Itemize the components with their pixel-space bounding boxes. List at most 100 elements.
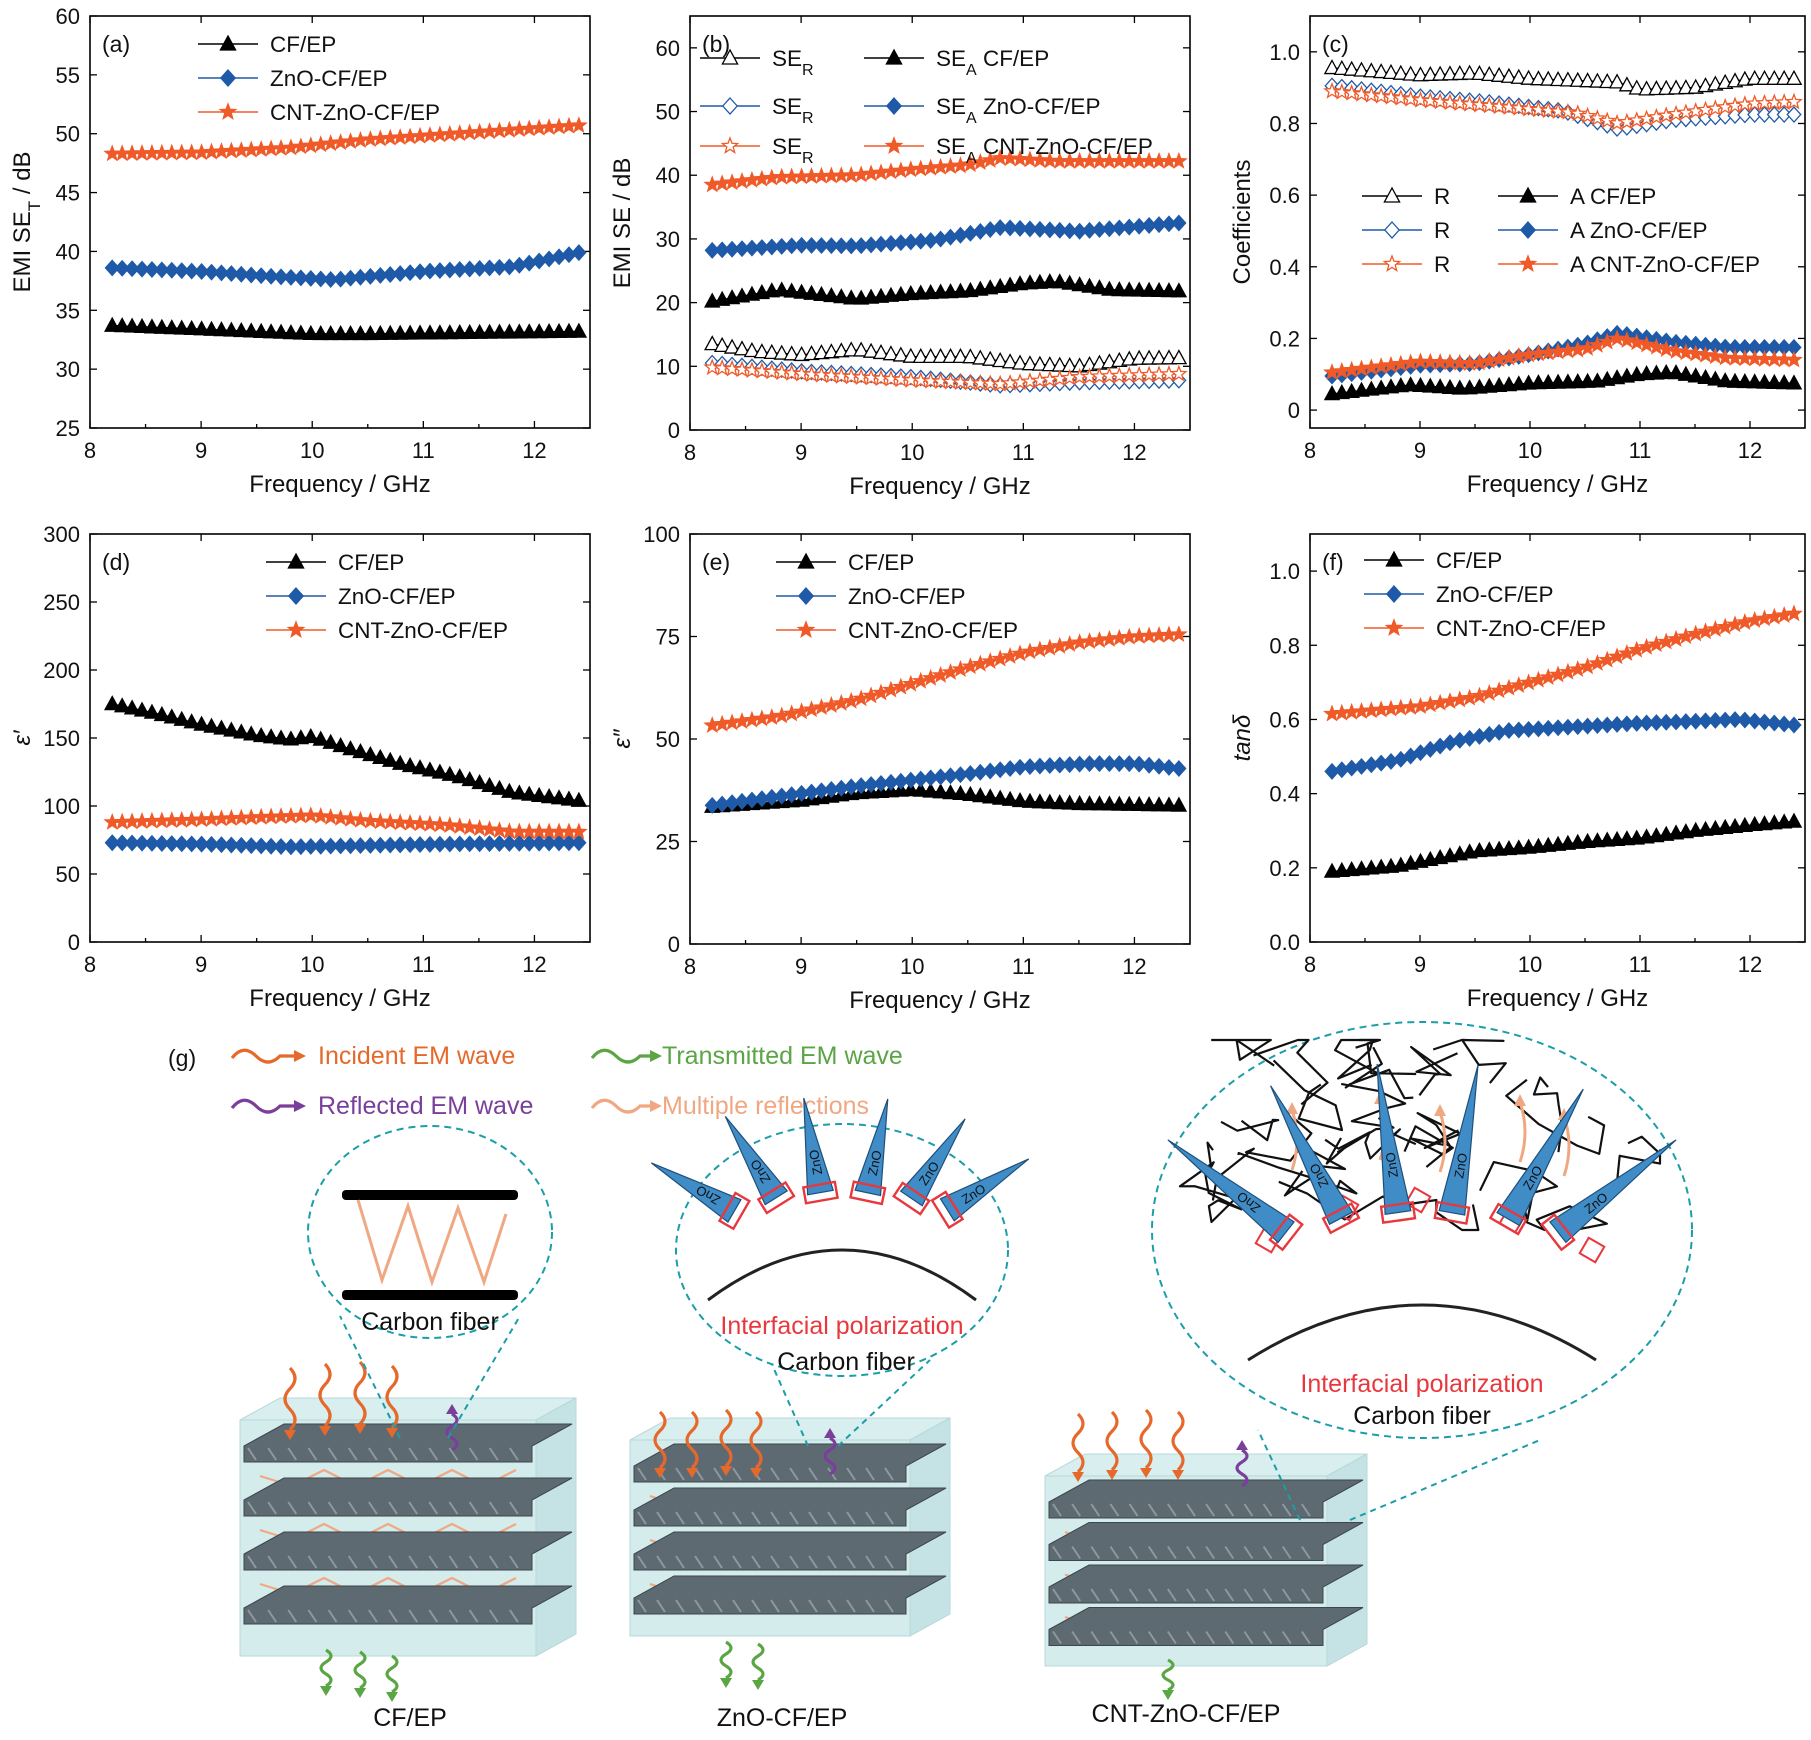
- zno-cone: [939, 1158, 1030, 1222]
- data-point: [144, 834, 160, 852]
- data-point: [243, 322, 260, 338]
- data-point: [301, 136, 320, 154]
- interface-box: [849, 1180, 887, 1206]
- data-point: [1529, 100, 1548, 118]
- data-point: [1500, 98, 1518, 116]
- data-point: [843, 341, 860, 357]
- data-point: [1041, 273, 1059, 289]
- fabric-strand: [1262, 1630, 1273, 1645]
- y-tick-label: 150: [43, 726, 80, 751]
- y-label-sub: T: [25, 201, 44, 211]
- data-point: [312, 324, 329, 341]
- data-point: [1091, 795, 1108, 811]
- data-point: [1362, 85, 1381, 103]
- data-point: [104, 834, 120, 852]
- fabric-strand: [1167, 1545, 1177, 1560]
- cnt-strand: [1410, 1045, 1458, 1096]
- schematic-panel-g: (g) Incident EM wave Transmitted EM wave…: [168, 1021, 1693, 1732]
- fabric-strand: [1071, 1503, 1081, 1517]
- legend-name: R: [1434, 252, 1450, 277]
- data-point: [1657, 363, 1675, 380]
- fabric-strand: [1186, 1503, 1196, 1517]
- fabric-strand: [267, 1501, 277, 1515]
- zno-label: ZnO: [1383, 1151, 1401, 1178]
- legend-name: CNT-ZnO-CF/EP: [338, 618, 508, 643]
- y-tick-label: 0.2: [1269, 856, 1300, 881]
- fabric-strand: [846, 1555, 856, 1569]
- fabric-strand: [865, 1599, 875, 1613]
- data-point: [912, 284, 929, 300]
- data-point: [233, 265, 249, 283]
- data-point: [113, 317, 131, 333]
- x-axis-label: Frequency / GHz: [1467, 471, 1648, 498]
- series-cnt-zno-cf-ep: [103, 806, 588, 840]
- data-point: [1618, 76, 1636, 92]
- x-tick-label: 11: [412, 952, 435, 977]
- data-point: [862, 164, 880, 182]
- fabric-strand: [656, 1555, 666, 1569]
- transmitted-wave-head: [354, 1688, 366, 1698]
- fabric-strand: [694, 1599, 704, 1613]
- fabric-strand: [732, 1511, 742, 1525]
- data-point: [213, 264, 230, 282]
- data-point: [752, 169, 771, 187]
- fabric-strand: [468, 1555, 479, 1569]
- data-point: [1121, 795, 1138, 811]
- fabric-strand: [770, 1599, 780, 1613]
- data-point: [1062, 222, 1078, 240]
- x-tick-label: 8: [684, 954, 696, 979]
- reflected-wave: [823, 1436, 837, 1476]
- data-point: [331, 808, 350, 826]
- y-axis-label: ε″: [609, 728, 636, 749]
- fabric-strand: [388, 1501, 398, 1515]
- data-point: [571, 244, 587, 262]
- data-point: [341, 132, 360, 150]
- y-tick-label: 200: [43, 658, 80, 683]
- y-axis-label: ε′: [9, 729, 36, 746]
- data-point: [833, 288, 850, 304]
- fabric-strand: [368, 1447, 378, 1461]
- data-point: [243, 837, 259, 855]
- fabric-strand: [307, 1609, 318, 1623]
- data-point: [322, 733, 339, 749]
- fabric-strand: [1301, 1545, 1311, 1560]
- data-point: [1569, 71, 1586, 87]
- data-point: [723, 359, 741, 377]
- data-point: [311, 806, 330, 824]
- data-point: [1343, 60, 1360, 76]
- incident-wave-head: [720, 1466, 732, 1476]
- data-point: [713, 714, 732, 732]
- reflected-wave: [1235, 1448, 1249, 1488]
- fabric-strand: [1243, 1545, 1254, 1560]
- data-point: [1579, 72, 1596, 88]
- data-point: [302, 727, 320, 744]
- fabric-layer: [243, 1585, 573, 1625]
- fabric-strand: [327, 1501, 338, 1515]
- fabric-strand: [307, 1447, 318, 1461]
- fabric-strand: [1205, 1588, 1215, 1602]
- reflected-wave-legend: Reflected EM wave: [230, 1092, 533, 1120]
- fabric-strand: [808, 1467, 818, 1481]
- legend-marker-icon: [884, 136, 904, 154]
- series-a-cnt-zno-cf-ep: [1323, 329, 1803, 381]
- data-point: [1161, 758, 1177, 776]
- data-point: [521, 785, 538, 801]
- x-tick-label: 10: [300, 438, 324, 463]
- transmitted-wave-head: [720, 1678, 732, 1688]
- data-point: [1686, 344, 1705, 362]
- legend-name: CF/EP: [270, 32, 336, 57]
- legend-sub: R: [802, 150, 814, 167]
- data-point: [1392, 64, 1410, 80]
- y-tick-label: 60: [56, 4, 80, 29]
- panel-label-f: (f): [1322, 549, 1344, 575]
- fabric-strand: [656, 1511, 666, 1525]
- y-tick-label: 25: [656, 830, 680, 855]
- fabric-strand: [1147, 1545, 1158, 1560]
- charts-area: 8 9 10 11 12 25 30 35 40 45 50 55 60 Frequency / GHz E…: [9, 4, 1806, 1014]
- legend-label: CF/EP: [270, 32, 336, 57]
- legend-sub: R: [802, 62, 814, 79]
- series-zno-cf-ep: [104, 834, 587, 856]
- data-point: [1011, 792, 1029, 808]
- zno-label: ZnO: [806, 1148, 825, 1176]
- data-point: [1775, 374, 1793, 390]
